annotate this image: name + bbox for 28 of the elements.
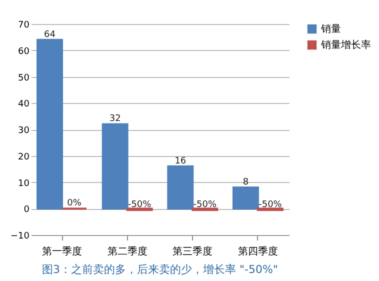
data-label: -50% xyxy=(258,200,282,210)
data-label: -50% xyxy=(128,200,152,210)
y-tick-label: 0 xyxy=(24,205,30,216)
legend-label: 销量增长率 xyxy=(320,39,371,51)
x-tick-label: 第一季度 xyxy=(42,246,82,258)
bar xyxy=(167,165,194,210)
bar xyxy=(36,38,64,210)
y-tick-label: 60 xyxy=(18,46,30,57)
y-tick-label: 30 xyxy=(18,126,30,136)
legend-label: 销量 xyxy=(320,24,341,35)
y-tick-label: 70 xyxy=(18,20,30,30)
x-tick-label: 第三季度 xyxy=(172,246,213,258)
data-label: -50% xyxy=(193,200,217,210)
data-label: 0% xyxy=(67,198,82,209)
bar xyxy=(102,123,128,210)
x-tick-label: 第四季度 xyxy=(238,246,278,258)
data-label: 16 xyxy=(174,156,186,166)
data-label: 64 xyxy=(44,30,56,40)
y-tick-label: 10 xyxy=(18,178,30,189)
caption: 图3：之前卖的多，后来卖的少，增长率 "-50%" xyxy=(42,263,278,276)
data-label: 8 xyxy=(242,178,249,188)
y-tick-label: −10 xyxy=(10,232,30,242)
data-label: 32 xyxy=(109,114,121,124)
x-tick-label: 第二季度 xyxy=(107,246,148,258)
y-tick-label: 50 xyxy=(18,73,30,84)
bar xyxy=(232,186,259,210)
y-tick-label: 20 xyxy=(18,152,30,162)
y-tick-label: 40 xyxy=(18,100,30,110)
